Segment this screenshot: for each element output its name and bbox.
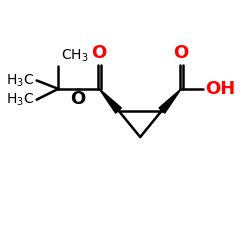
Text: O: O	[174, 44, 189, 62]
Polygon shape	[99, 89, 122, 113]
Polygon shape	[159, 89, 181, 113]
Text: H$_3$C: H$_3$C	[6, 72, 34, 89]
Text: H$_3$C: H$_3$C	[6, 92, 34, 108]
Text: O: O	[92, 44, 107, 62]
Text: CH$_3$: CH$_3$	[61, 48, 88, 64]
Text: O: O	[70, 90, 85, 108]
Text: OH: OH	[205, 80, 236, 98]
